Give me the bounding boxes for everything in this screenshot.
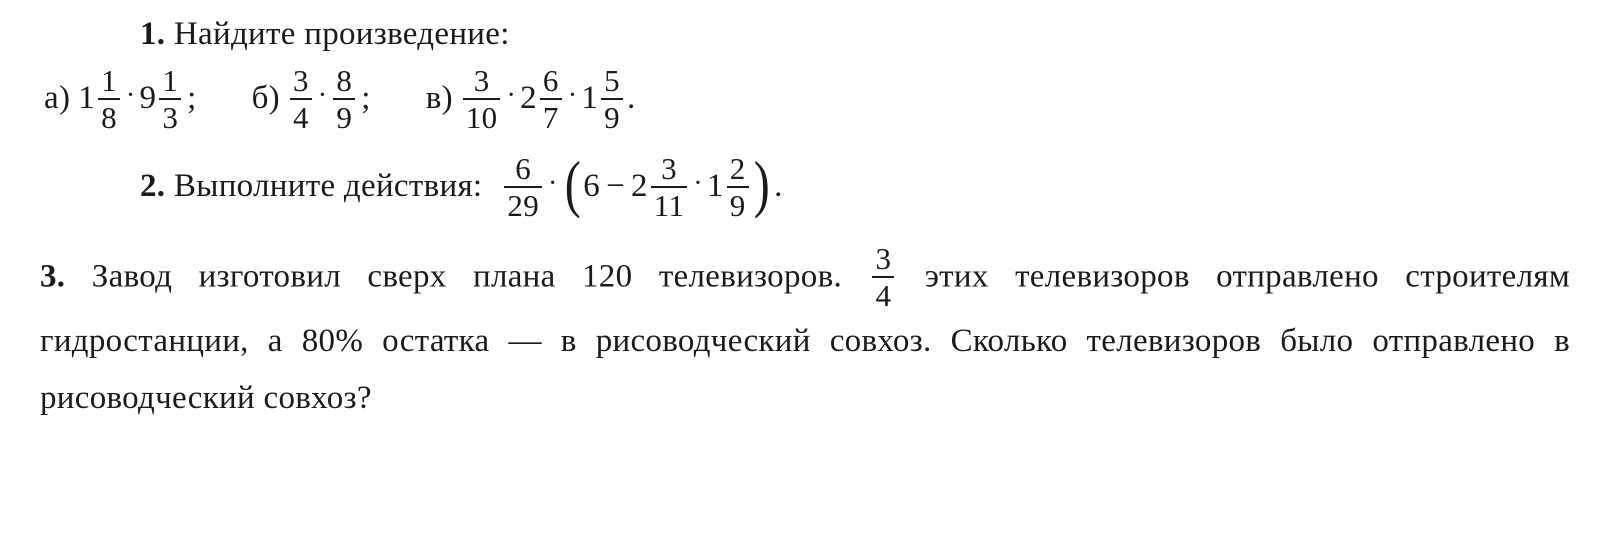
problem-2-text: 2. Выполните действия:	[140, 160, 482, 213]
numerator: 6	[540, 65, 562, 98]
whole-part: 2	[631, 160, 648, 213]
whole-part: 9	[140, 72, 157, 125]
mixed-number: 1 5 9	[581, 65, 625, 133]
whole-part: 1	[78, 72, 95, 125]
mixed-number: 9 1 3	[140, 65, 184, 133]
minus-sign: −	[606, 160, 625, 213]
problem-1-item-a: а) 1 1 8 · 9 1 3 ;	[44, 65, 197, 133]
whole-part: 1	[581, 72, 598, 125]
mixed-number: 1 1 8	[78, 65, 122, 133]
numerator: 5	[601, 65, 623, 98]
denominator: 3	[159, 98, 181, 133]
problem-3-number: 3.	[40, 258, 65, 294]
problem-1-title: Найдите произведение:	[174, 16, 510, 52]
numerator: 3	[872, 243, 894, 276]
terminator: ;	[361, 72, 370, 125]
multiply-dot: ·	[126, 74, 136, 119]
numerator: 3	[471, 65, 493, 98]
whole-part: 2	[520, 72, 537, 125]
problem-2: 2. Выполните действия: 6 29 · ( 6 − 2 3 …	[140, 153, 1570, 221]
fraction: 3 4	[290, 65, 312, 133]
fraction: 3 11	[651, 153, 687, 221]
terminator: ;	[187, 72, 196, 125]
numerator: 1	[159, 65, 181, 98]
mixed-number: 1 2 9	[707, 153, 751, 221]
terminator: .	[627, 72, 636, 125]
fraction: 2 9	[727, 153, 749, 221]
problem-3-text-before: Завод изготовил сверх плана 120 телевизо…	[92, 258, 842, 294]
problem-1-heading: 1. Найдите произведение:	[40, 8, 1570, 61]
problem-2-expression: 6 29 · ( 6 − 2 3 11 · 1 2 9 )	[502, 153, 782, 221]
item-label: а)	[44, 72, 70, 125]
numerator: 1	[98, 65, 120, 98]
numerator: 8	[333, 65, 355, 98]
multiply-dot: ·	[506, 74, 516, 119]
problem-2-title: Выполните действия:	[174, 168, 482, 204]
problem-1-items: а) 1 1 8 · 9 1 3 ; б) 3	[44, 65, 1570, 133]
multiply-dot: ·	[548, 162, 558, 207]
fraction: 8 9	[333, 65, 355, 133]
multiply-dot: ·	[693, 162, 703, 207]
multiply-dot: ·	[568, 74, 578, 119]
denominator: 9	[601, 98, 623, 133]
denominator: 11	[651, 186, 687, 221]
denominator: 9	[727, 186, 749, 221]
mixed-number: 2 3 11	[631, 153, 689, 221]
denominator: 29	[504, 186, 542, 221]
denominator: 8	[98, 98, 120, 133]
problem-2-number: 2.	[140, 168, 165, 204]
numerator: 3	[290, 65, 312, 98]
denominator: 9	[333, 98, 355, 133]
item-label: б)	[252, 72, 280, 125]
fraction: 6 7	[540, 65, 562, 133]
mixed-number: 2 6 7	[520, 65, 564, 133]
denominator: 4	[872, 276, 894, 311]
problem-1-item-b: б) 3 4 · 8 9 ;	[252, 65, 371, 133]
constant: 6	[583, 160, 600, 213]
item-label: в)	[426, 72, 453, 125]
denominator: 7	[540, 98, 562, 133]
multiply-dot: ·	[318, 74, 328, 119]
problem-3: 3. Завод изготовил сверх плана 120 телев…	[40, 245, 1570, 427]
terminator: .	[774, 160, 783, 213]
fraction: 5 9	[601, 65, 623, 133]
denominator: 4	[290, 98, 312, 133]
numerator: 3	[658, 153, 680, 186]
problem-1-number: 1.	[140, 16, 165, 52]
problem-1-item-v: в) 3 10 · 2 6 7 · 1 5 9 .	[426, 65, 636, 133]
whole-part: 1	[707, 160, 724, 213]
numerator: 2	[727, 153, 749, 186]
fraction: 3 10	[463, 65, 501, 133]
fraction: 3 4	[872, 243, 894, 311]
exercise-set: 1. Найдите произведение: а) 1 1 8 · 9 1 …	[40, 8, 1570, 426]
fraction: 1 3	[159, 65, 181, 133]
fraction: 1 8	[98, 65, 120, 133]
denominator: 10	[463, 98, 501, 133]
fraction: 6 29	[504, 153, 542, 221]
numerator: 6	[512, 153, 534, 186]
